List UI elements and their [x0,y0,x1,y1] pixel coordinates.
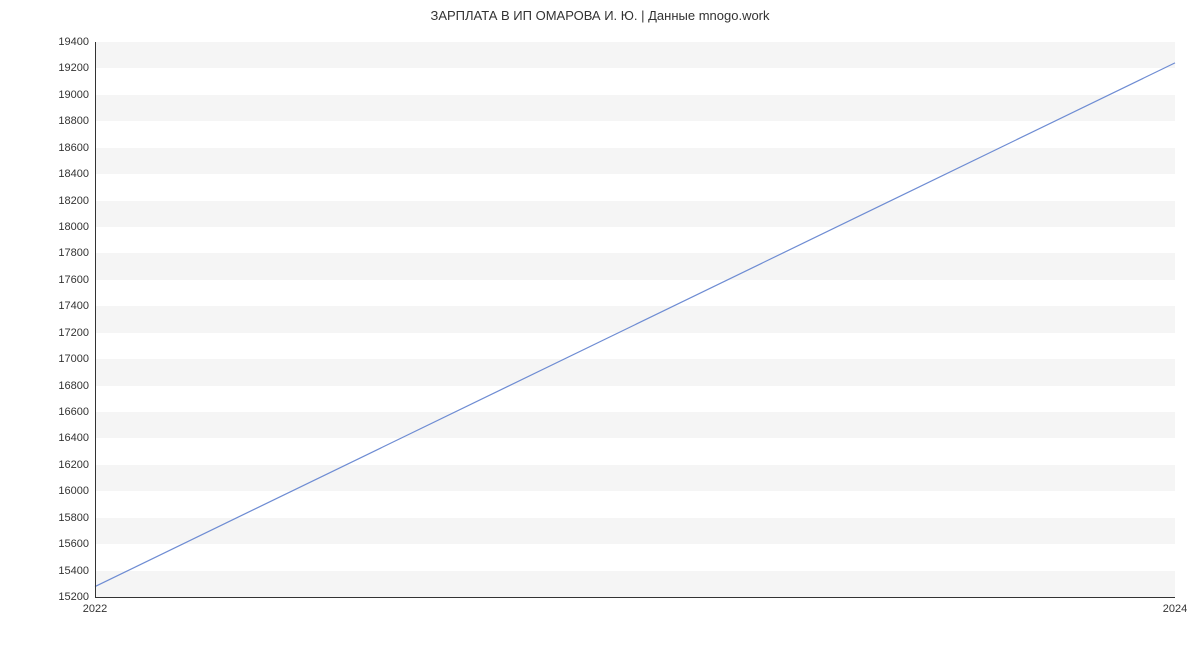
y-tick-label: 17600 [58,274,89,286]
chart-title: ЗАРПЛАТА В ИП ОМАРОВА И. Ю. | Данные mno… [0,8,1200,23]
y-tick-label: 17800 [58,247,89,259]
plot-area: 1520015400156001580016000162001640016600… [95,42,1175,597]
y-tick-label: 17400 [58,300,89,312]
y-tick-label: 18000 [58,221,89,233]
y-tick-label: 15400 [58,565,89,577]
y-tick-label: 15800 [58,512,89,524]
y-tick-label: 18800 [58,115,89,127]
y-tick-label: 16800 [58,380,89,392]
y-tick-label: 16200 [58,459,89,471]
x-tick-label: 2022 [83,603,107,615]
x-axis-line [95,597,1175,598]
y-tick-label: 15200 [58,591,89,603]
y-axis-line [95,42,96,597]
y-tick-label: 19400 [58,36,89,48]
y-tick-label: 18600 [58,142,89,154]
x-tick-label: 2024 [1163,603,1187,615]
y-tick-label: 18400 [58,168,89,180]
y-tick-label: 17000 [58,353,89,365]
y-tick-label: 15600 [58,538,89,550]
y-tick-label: 16600 [58,406,89,418]
y-tick-label: 19000 [58,89,89,101]
y-tick-label: 16000 [58,485,89,497]
salary-line-chart: ЗАРПЛАТА В ИП ОМАРОВА И. Ю. | Данные mno… [0,0,1200,650]
y-tick-label: 19200 [58,62,89,74]
data-line [95,42,1175,597]
y-tick-label: 18200 [58,195,89,207]
y-tick-label: 17200 [58,327,89,339]
y-tick-label: 16400 [58,432,89,444]
